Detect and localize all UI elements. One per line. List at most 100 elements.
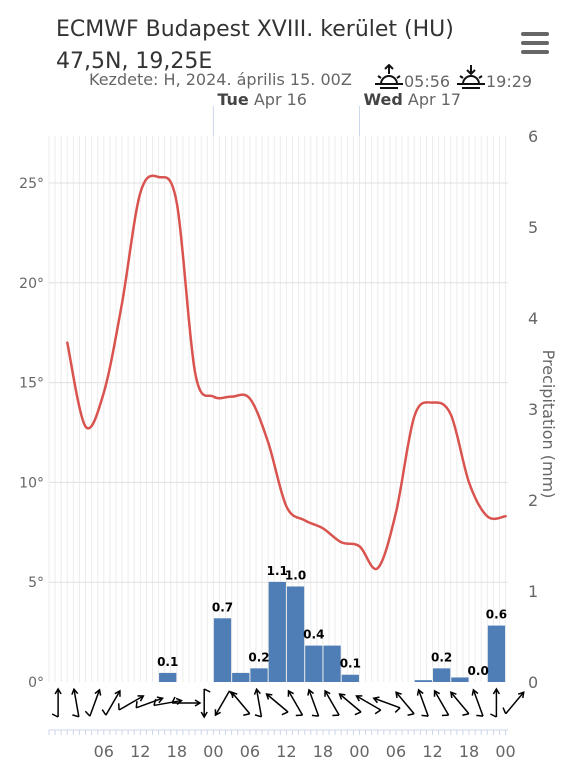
wind-arrow-barb xyxy=(476,714,484,717)
wind-arrow-head xyxy=(71,687,79,695)
top-day-labels: Tue Apr 16 Wed Apr 17 xyxy=(217,90,461,109)
wind-direction-arrow xyxy=(265,693,289,716)
wind-arrow-barb xyxy=(203,688,211,693)
x-tick-label: 06 xyxy=(386,742,406,761)
wind-arrow-barb xyxy=(117,703,120,711)
wind-direction-arrow xyxy=(324,689,340,717)
sunrise-time: 05:56 xyxy=(404,72,451,91)
wind-direction-arrow xyxy=(433,689,450,717)
y-axis-right: 0 1 2 3 4 5 6 xyxy=(528,127,538,692)
precipitation-data-label: 1.1 xyxy=(267,564,288,578)
wind-arrow-shaft xyxy=(255,689,263,717)
wind-direction-arrow xyxy=(71,687,80,718)
wind-direction-arrow xyxy=(101,689,121,716)
wind-arrow-barb xyxy=(354,711,362,716)
wind-direction-arrow xyxy=(395,691,415,717)
y-right-tick-label: 1 xyxy=(528,582,538,601)
y-left-tick-label: 10° xyxy=(19,475,44,491)
wind-arrow-head xyxy=(214,709,221,717)
x-tick-label: 00 xyxy=(495,742,515,761)
wind-arrow-head xyxy=(416,688,424,696)
x-tick-label: 06 xyxy=(240,742,260,761)
sunrise-icon xyxy=(375,64,403,89)
hamburger-menu-icon[interactable] xyxy=(521,32,549,56)
y-right-tick-label: 4 xyxy=(528,309,538,328)
wind-direction-arrow xyxy=(338,693,362,716)
wind-arrow-head xyxy=(253,687,261,695)
precipitation-data-label: 0.6 xyxy=(486,608,507,622)
x-tick-label: 12 xyxy=(130,742,150,761)
precipitation-bar xyxy=(286,586,305,682)
wind-direction-arrow xyxy=(287,689,304,717)
x-tick-label: 18 xyxy=(459,742,479,761)
y-axis-right-title: Precipitation (mm) xyxy=(539,350,558,499)
wind-direction-arrow xyxy=(84,688,102,717)
wind-arrow-head xyxy=(307,688,315,696)
y-right-tick-label: 2 xyxy=(528,491,538,510)
wind-arrow-shaft xyxy=(287,690,304,716)
wind-arrow-head xyxy=(324,689,331,697)
wind-arrow-barb xyxy=(407,712,415,717)
wind-arrow-barb xyxy=(135,701,138,708)
wind-direction-arrow xyxy=(471,688,484,717)
wind-arrow-barb xyxy=(374,709,382,715)
wind-arrow-shaft xyxy=(505,691,525,715)
wind-arrows xyxy=(51,687,525,719)
wind-arrow-shaft xyxy=(135,697,163,709)
precipitation-data-label: 1.0 xyxy=(285,568,306,582)
sunset-time: 19:29 xyxy=(486,72,533,91)
wind-arrow-barb xyxy=(243,712,250,717)
precipitation-data-label: 0.2 xyxy=(248,650,269,664)
wind-arrow-shaft xyxy=(417,689,429,717)
y-axis-left: 0° 5° 10° 15° 20° 25° xyxy=(19,176,44,691)
precipitation-labels: 0.1 0.7 0.2 1.11.0 0.4 0.1 0.2 0.0 0.6 xyxy=(157,564,507,678)
wind-arrow-barb xyxy=(153,698,157,706)
x-tick-label: 18 xyxy=(313,742,333,761)
wind-arrow-shaft xyxy=(450,691,470,715)
wind-arrow-shaft xyxy=(153,699,182,707)
wind-direction-arrow xyxy=(135,696,164,709)
wind-direction-arrow xyxy=(307,688,320,717)
chart-subtitle: Kezdete: H, 2024. április 15. 00Z xyxy=(89,70,352,89)
wind-arrow-head xyxy=(492,687,501,695)
wind-arrow-barb xyxy=(281,711,289,716)
wind-direction-arrow xyxy=(253,687,263,718)
wind-arrow-barb xyxy=(462,712,470,717)
wind-arrow-shaft xyxy=(373,697,401,709)
precipitation-bar xyxy=(232,672,250,682)
wind-arrow-head xyxy=(94,688,102,696)
wind-arrow-head xyxy=(287,689,294,697)
wind-direction-arrow xyxy=(117,695,145,711)
wind-arrow-head xyxy=(433,689,441,697)
wind-arrow-barb xyxy=(394,707,401,713)
chart-title: ECMWF Budapest XVIII. kerület (HU) 47,5N… xyxy=(56,14,454,78)
wind-arrow-shaft xyxy=(472,689,484,717)
y-right-tick-label: 6 xyxy=(528,127,538,146)
wind-arrow-barb xyxy=(295,714,303,717)
y-right-tick-label: 5 xyxy=(528,218,538,237)
wind-arrow-head xyxy=(338,693,346,700)
y-right-tick-label: 0 xyxy=(528,673,538,692)
precipitation-bar xyxy=(433,668,451,682)
temperature-line xyxy=(66,174,507,571)
wind-arrow-head xyxy=(54,687,62,695)
x-tick-label: 18 xyxy=(167,742,187,761)
wind-direction-arrow xyxy=(449,691,470,717)
wind-arrow-shaft xyxy=(324,690,340,716)
precipitation-bar xyxy=(305,645,323,682)
wind-arrow-head xyxy=(265,693,273,700)
precipitation-data-label: 0.4 xyxy=(303,628,324,642)
wind-arrow-head xyxy=(517,691,525,699)
wind-arrow-shaft xyxy=(395,691,415,715)
top-day-label: Wed Apr 17 xyxy=(363,90,461,109)
wind-arrow-shaft xyxy=(433,690,450,716)
wind-arrow-barb xyxy=(101,709,107,716)
wind-arrow-barb xyxy=(171,696,176,704)
wind-arrow-shaft xyxy=(105,690,121,716)
y-left-tick-label: 5° xyxy=(28,575,44,591)
precipitation-bar xyxy=(159,672,177,682)
precipitation-data-label: 0.0 xyxy=(468,664,489,678)
x-tick-label: 06 xyxy=(94,742,114,761)
wind-arrow-barb xyxy=(332,714,340,717)
wind-direction-arrow xyxy=(372,696,401,713)
